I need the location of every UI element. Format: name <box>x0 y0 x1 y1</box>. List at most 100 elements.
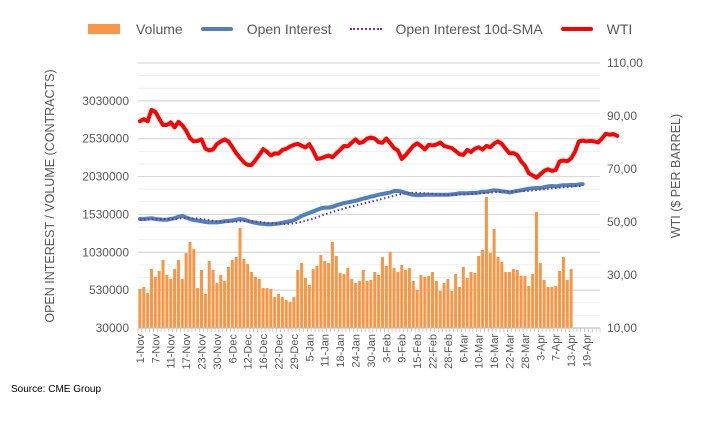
volume-bar <box>238 227 242 328</box>
x-tick-label: 12-Dec <box>243 334 255 370</box>
x-tick-label: 6-Mar <box>458 334 470 363</box>
series-lines <box>137 107 620 227</box>
x-tick-label: 1-Nov <box>135 334 147 364</box>
legend-item-wti: WTI <box>560 21 632 37</box>
volume-bar <box>565 279 569 328</box>
volume-bar <box>538 263 542 328</box>
volume-bar <box>226 266 230 328</box>
volume-bar <box>407 268 411 328</box>
x-tick-label: 10-Mar <box>474 334 486 369</box>
y-right-tick-label: 30,00 <box>607 268 637 282</box>
volume-bar <box>492 228 496 328</box>
volume-bar <box>280 297 284 328</box>
x-tick-label: 3-Feb <box>381 334 393 363</box>
volume-bar <box>323 260 327 328</box>
volume-bar <box>196 288 200 328</box>
x-tick-label: 16-Mar <box>489 334 501 369</box>
y-axis-right-title: WTI ($ PER BARREL) <box>669 114 683 238</box>
volume-bar <box>192 249 196 328</box>
volume-bar <box>319 255 323 328</box>
volume-bar <box>415 289 419 328</box>
x-tick-label: 19-Apr <box>582 334 594 367</box>
volume-bar <box>176 260 180 328</box>
y-axis-left: 30000 530000 1030000 1530000 2030000 2530000 3… <box>82 94 129 335</box>
volume-bar <box>496 256 500 328</box>
volume-bar <box>288 302 292 328</box>
volume-bar <box>469 271 473 328</box>
x-tick-label: 24-Jan <box>351 334 363 368</box>
volume-bar <box>558 270 562 328</box>
volume-bar <box>273 297 277 328</box>
volume-bar <box>465 278 469 328</box>
volume-bar <box>373 271 377 328</box>
y-left-tick-label: 2530000 <box>82 132 129 146</box>
y-right-tick-label: 50,00 <box>607 215 637 229</box>
volume-bar <box>477 255 481 328</box>
volume-bar <box>423 276 427 328</box>
volume-bar <box>550 286 554 328</box>
volume-bar <box>380 256 384 328</box>
volume-bar <box>234 256 238 328</box>
legend-swatch-volume <box>88 24 120 34</box>
volume-bar <box>400 265 404 328</box>
volume-bar <box>504 271 508 328</box>
volume-bar <box>315 265 319 328</box>
legend-label-volume: Volume <box>136 21 183 37</box>
volume-bar <box>431 271 435 328</box>
volume-bar <box>257 279 261 328</box>
volume-bar <box>296 270 300 328</box>
legend-item-open-interest-sma: Open Interest 10d-SMA <box>349 21 543 37</box>
volume-bar <box>303 278 307 328</box>
volume-bar <box>334 255 338 328</box>
volume-bar <box>561 256 565 328</box>
x-tick-label: 28-Feb <box>443 334 455 369</box>
x-tick-label: 11-Nov <box>166 334 178 369</box>
volume-bar <box>438 290 442 328</box>
volume-bar <box>523 275 527 328</box>
volume-bar <box>169 279 173 328</box>
volume-bar <box>454 274 458 328</box>
volume-bar <box>180 279 184 328</box>
volume-bar <box>481 250 485 328</box>
volume-bar <box>153 276 157 328</box>
volume-bar <box>265 288 269 328</box>
volume-bar <box>511 269 515 328</box>
legend: Volume Open Interest Open Interest 10d-S… <box>88 19 650 39</box>
volume-bar <box>419 275 423 328</box>
y-axis-left-title: OPEN INTEREST / VOLUME (CONTRACTS) <box>43 69 57 322</box>
volume-bar <box>473 273 477 328</box>
volume-bar <box>534 212 538 328</box>
volume-bar <box>157 270 161 328</box>
x-tick-label: 30-Jan <box>366 334 378 368</box>
volume-bar <box>200 270 204 328</box>
volume-bar <box>531 274 535 328</box>
x-tick-label: 15-Feb <box>412 334 424 369</box>
volume-bar <box>230 260 234 328</box>
y-axis-right: 10,00 30,00 50,00 70,00 90,00 110,00 <box>607 56 643 335</box>
volume-bar <box>484 197 488 328</box>
y-right-tick-label: 10,00 <box>607 321 637 335</box>
y-left-tick-label: 3030000 <box>82 94 129 108</box>
volume-bar <box>277 294 281 328</box>
volume-bar <box>242 259 246 328</box>
volume-bar <box>446 279 450 328</box>
volume-bar <box>188 241 192 328</box>
x-tick-label: 30-Nov <box>212 334 224 370</box>
volume-bar <box>327 263 331 328</box>
volume-bar <box>219 275 223 328</box>
volume-bar <box>346 268 350 328</box>
x-tick-label: 22-Dec <box>274 334 286 370</box>
volume-bar <box>284 299 288 328</box>
volume-bar <box>442 283 446 328</box>
volume-bar <box>146 293 150 328</box>
volume-bar <box>365 280 369 328</box>
x-axis: 1-Nov 7-Nov 11-Nov 17-Nov 23-Nov 30-Nov 6-Dec 1… <box>135 327 601 370</box>
volume-bar <box>461 266 465 328</box>
volume-bar <box>292 297 296 328</box>
x-tick-label: 6-Dec <box>227 334 239 364</box>
volume-bar <box>161 260 165 328</box>
volume-bar <box>250 271 254 328</box>
volume-bar <box>392 268 396 328</box>
volume-bar <box>338 273 342 328</box>
y-left-tick-label: 1530000 <box>82 207 129 221</box>
